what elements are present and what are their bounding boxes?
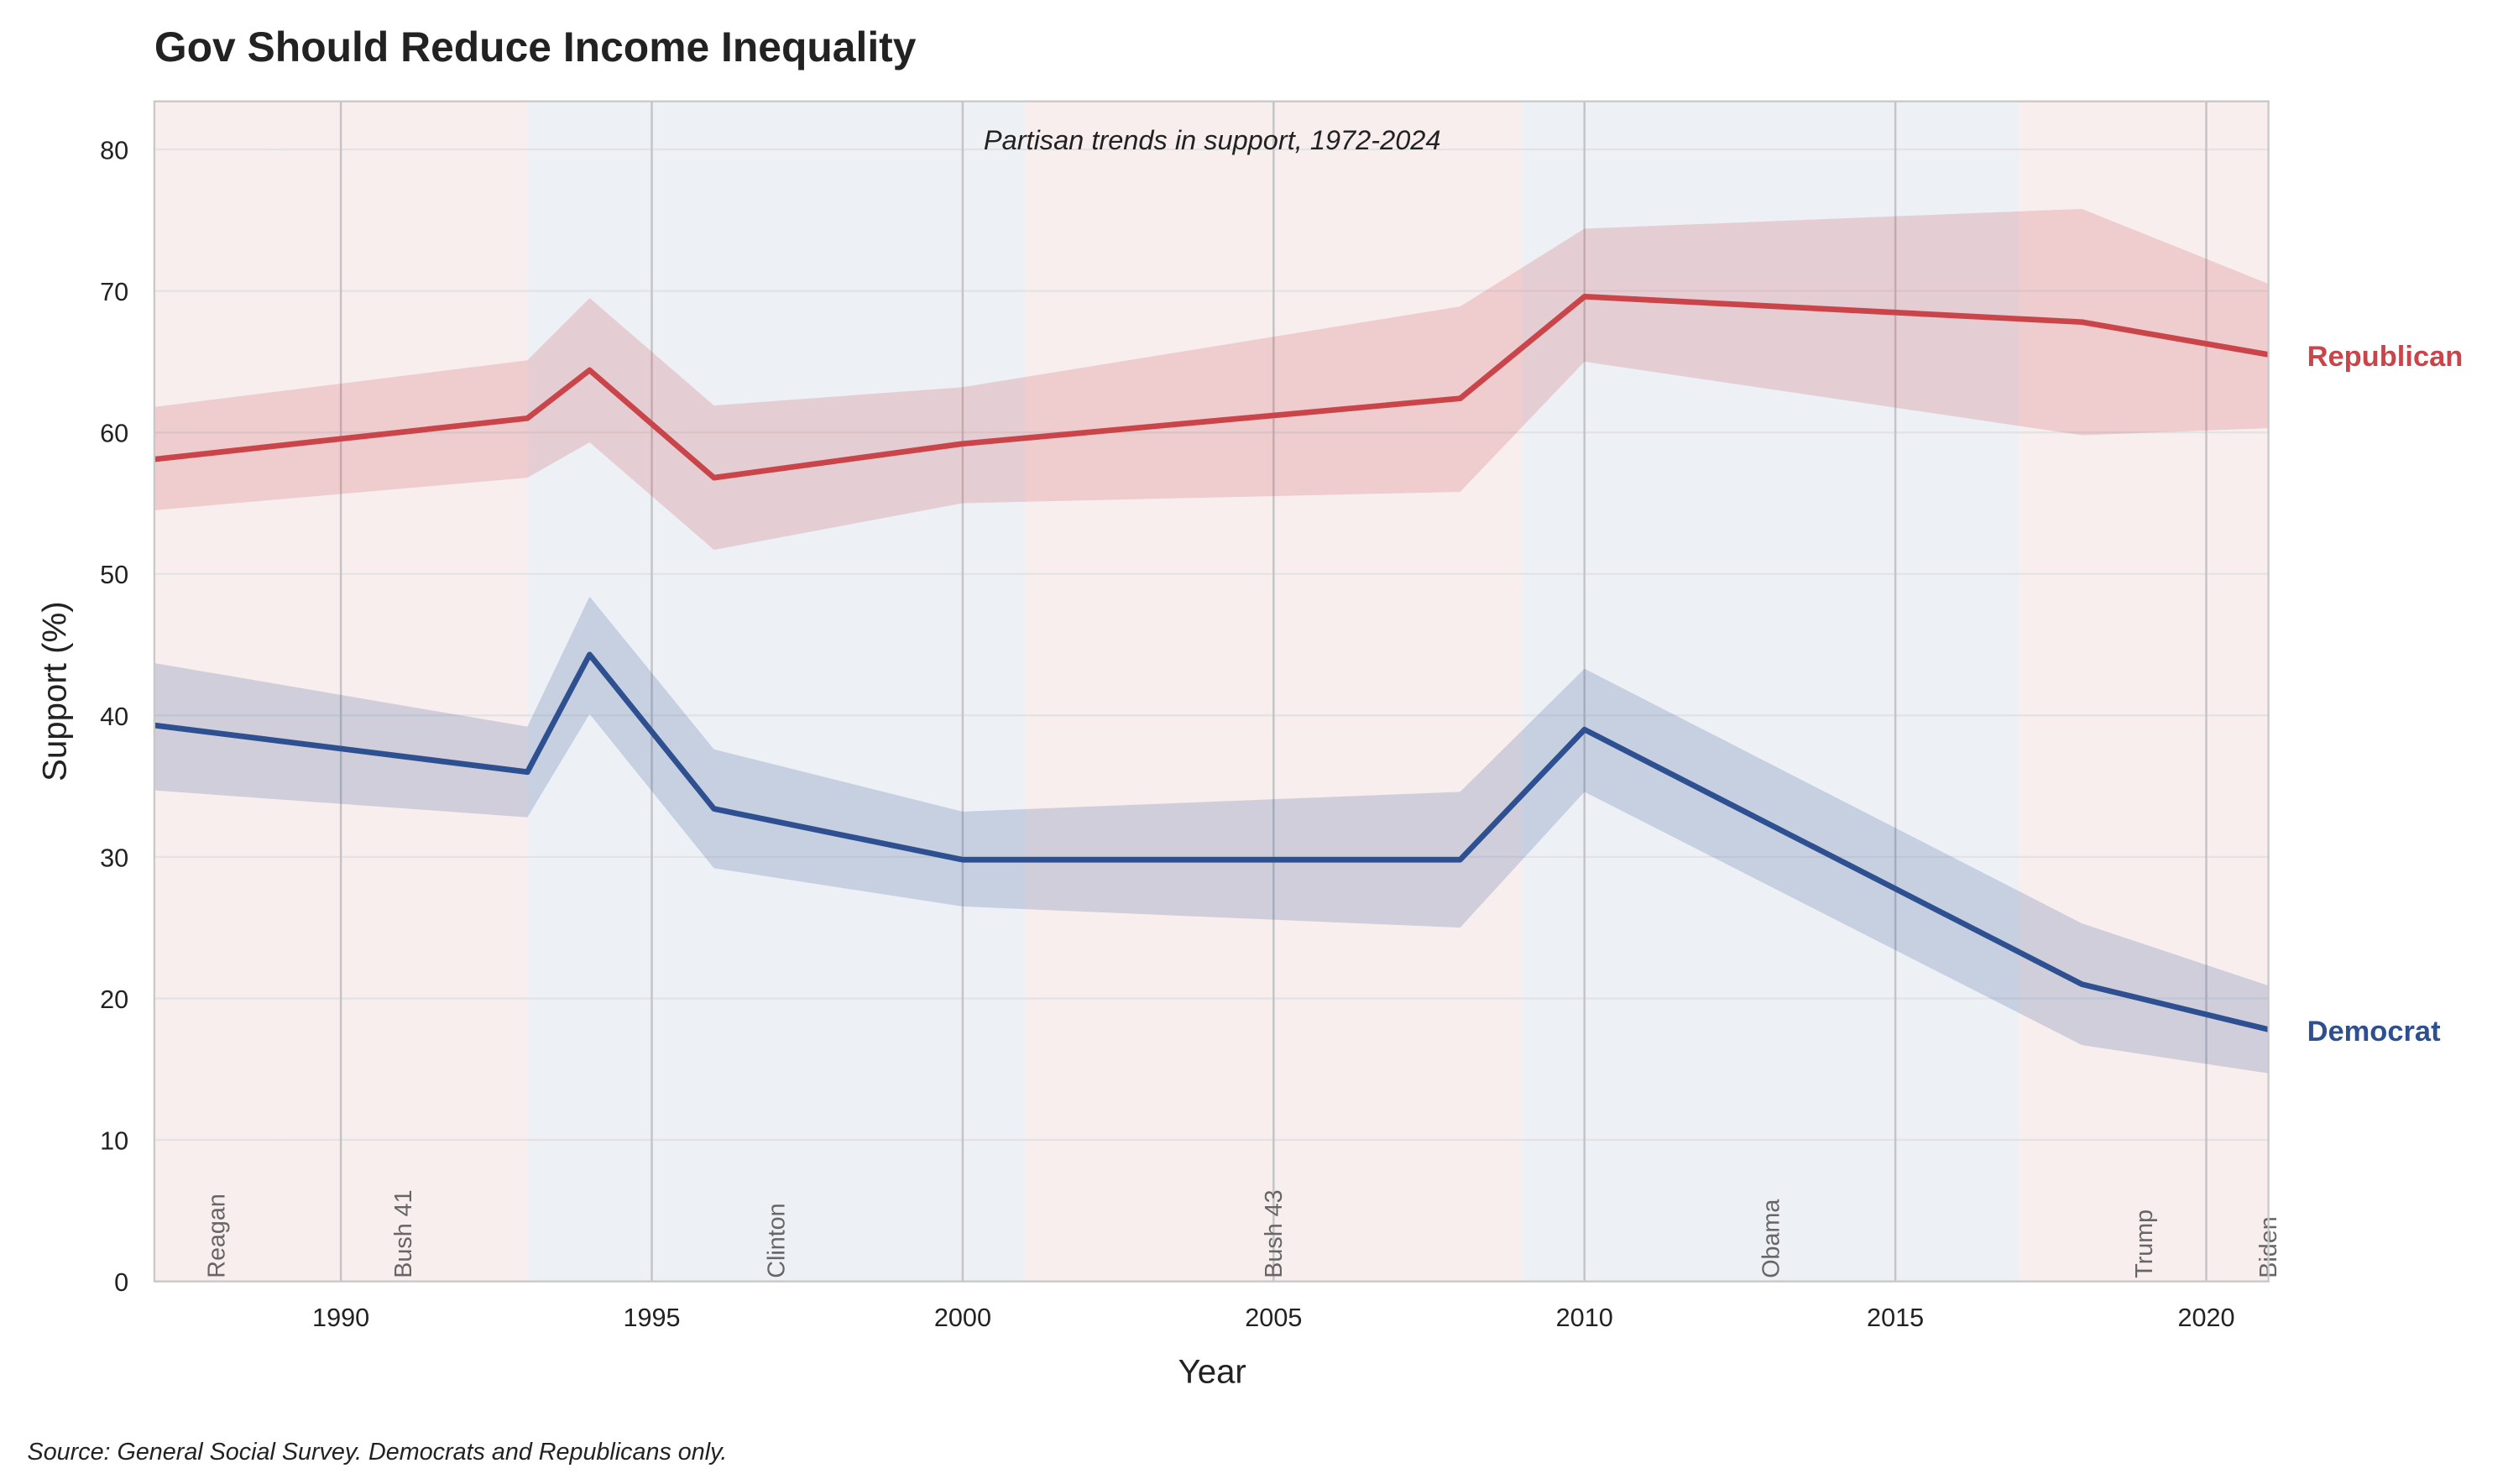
president-label: Clinton	[763, 1203, 790, 1278]
y-tick-label: 10	[100, 1127, 128, 1156]
x-tick-label: 2020	[2177, 1304, 2234, 1332]
president-term-shade	[527, 101, 1026, 1282]
president-label: Bush 43	[1261, 1189, 1288, 1278]
president-label: Obama	[1758, 1199, 1785, 1278]
y-axis-label: Support (%)	[36, 601, 74, 781]
president-term-shade	[279, 101, 528, 1282]
chart-subtitle: Partisan trends in support, 1972-2024	[984, 125, 1441, 155]
y-tick-label: 70	[100, 278, 128, 306]
president-label: Reagan	[204, 1194, 231, 1278]
x-tick-label: 2010	[1556, 1304, 1613, 1332]
x-tick-label: 1990	[312, 1304, 369, 1332]
y-tick-label: 50	[100, 561, 128, 589]
president-term-shade	[154, 101, 280, 1282]
president-label: Trump	[2131, 1210, 2158, 1278]
president-term-shade	[2019, 101, 2269, 1282]
series-line-republican	[154, 293, 2270, 481]
confidence-band-democrat	[154, 596, 2269, 1074]
y-tick-label: 30	[100, 844, 128, 872]
y-tick-label: 80	[100, 137, 128, 165]
series-line-democrat	[154, 651, 2270, 1032]
plot-frame	[153, 100, 2270, 1283]
series-label-republican: Republican	[2307, 341, 2464, 373]
president-label: Bush 41	[390, 1189, 417, 1278]
y-tick-label: 20	[100, 985, 128, 1014]
x-tick-label: 2005	[1245, 1304, 1302, 1332]
source-note: Source: General Social Survey. Democrats…	[28, 1439, 728, 1466]
x-tick-label: 2000	[934, 1304, 991, 1332]
y-tick-label: 60	[100, 420, 128, 448]
x-tick-label: 2015	[1867, 1304, 1924, 1332]
y-tick-label: 0	[114, 1268, 128, 1297]
x-axis-label: Year	[1178, 1352, 1246, 1390]
plot-area: Reagan Bush 41 Clinton Bush 43 Obama Trump Bid…	[100, 100, 2464, 1332]
x-tick-label: 1995	[623, 1304, 680, 1332]
y-tick-label: 40	[100, 703, 128, 731]
confidence-band-republican	[154, 208, 2269, 551]
chart-title: Gov Should Reduce Income Inequality	[154, 24, 917, 71]
series-label-democrat: Democrat	[2307, 1016, 2442, 1048]
